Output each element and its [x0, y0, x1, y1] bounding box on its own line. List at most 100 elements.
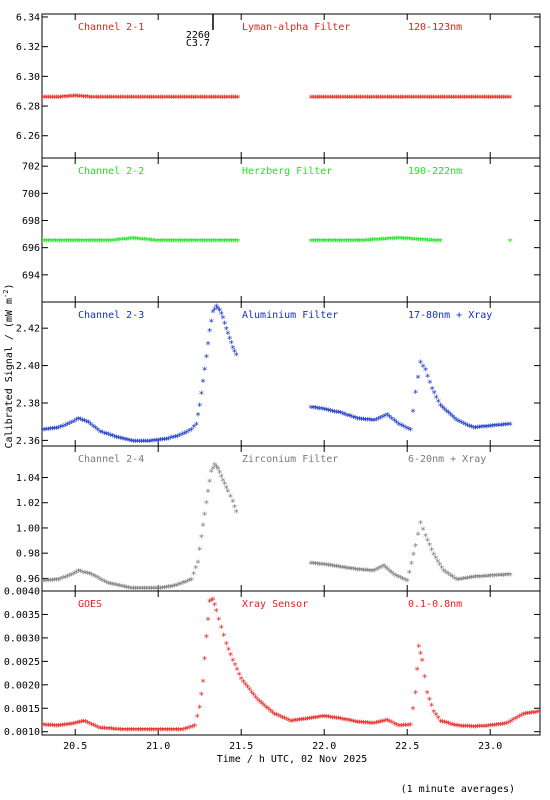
- data-point: *: [213, 463, 219, 474]
- data-point: *: [47, 722, 53, 733]
- data-point: *: [376, 236, 382, 247]
- data-point: *: [90, 237, 96, 248]
- data-point: *: [95, 94, 101, 105]
- data-point: *: [292, 717, 298, 728]
- data-point: *: [494, 422, 500, 433]
- data-point: *: [389, 235, 395, 246]
- data-point: *: [450, 721, 456, 732]
- data-point: *: [439, 564, 445, 575]
- data-point: *: [139, 585, 145, 596]
- data-point: *: [344, 94, 350, 105]
- data-point: *: [219, 94, 225, 105]
- data-point: *: [64, 721, 70, 732]
- data-point: *: [97, 724, 103, 735]
- data-point: *: [39, 721, 45, 732]
- data-point: *: [128, 235, 134, 246]
- data-point: *: [212, 601, 218, 612]
- data-point: *: [130, 585, 136, 596]
- data-point: *: [504, 720, 510, 731]
- data-point: *: [160, 726, 166, 737]
- data-point: *: [81, 417, 87, 428]
- data-point: *: [485, 722, 491, 733]
- data-point: *: [106, 725, 112, 736]
- panel-filter-label: Herzberg Filter: [242, 166, 332, 177]
- data-point: *: [222, 480, 228, 491]
- data-point: *: [448, 411, 454, 422]
- data-point: *: [207, 478, 213, 489]
- data-point: *: [507, 420, 513, 431]
- data-point: *: [321, 237, 327, 248]
- data-point: *: [310, 404, 316, 415]
- data-point: *: [43, 237, 49, 248]
- data-point: *: [462, 420, 468, 431]
- data-point: *: [325, 94, 331, 105]
- data-point: *: [290, 717, 296, 728]
- data-point: *: [323, 94, 329, 105]
- data-point: *: [496, 572, 502, 583]
- data-point: *: [135, 726, 141, 737]
- data-point: *: [269, 709, 275, 720]
- data-point: *: [90, 422, 96, 433]
- data-point: *: [129, 726, 135, 737]
- data-point: *: [405, 235, 411, 246]
- data-point: *: [202, 94, 208, 105]
- data-point: *: [404, 577, 410, 588]
- data-point: *: [180, 94, 186, 105]
- data-point: *: [433, 237, 439, 248]
- data-point: *: [77, 237, 83, 248]
- y-tick-label: 698: [22, 216, 40, 227]
- data-point: *: [481, 94, 487, 105]
- data-point: *: [66, 93, 72, 104]
- data-point: *: [151, 94, 157, 105]
- data-point: *: [168, 237, 174, 248]
- data-point: *: [212, 461, 218, 472]
- data-point: *: [475, 723, 481, 734]
- data-point: *: [186, 427, 192, 438]
- data-point: *: [164, 726, 170, 737]
- data-point: *: [431, 237, 437, 248]
- data-point: *: [395, 573, 401, 584]
- data-point: *: [102, 94, 108, 105]
- data-point: *: [41, 577, 47, 588]
- data-point: *: [144, 585, 150, 596]
- data-point: *: [228, 339, 234, 350]
- data-point: *: [450, 573, 456, 584]
- data-point: *: [41, 94, 47, 105]
- data-point: *: [300, 716, 306, 727]
- data-point: *: [124, 94, 130, 105]
- data-point: *: [346, 565, 352, 576]
- data-point: *: [74, 92, 80, 103]
- data-point: *: [457, 94, 463, 105]
- data-point: *: [166, 94, 172, 105]
- data-point: *: [411, 94, 417, 105]
- data-point: *: [354, 415, 360, 426]
- data-point: *: [331, 94, 337, 105]
- data-point: *: [378, 236, 384, 247]
- data-point: *: [49, 576, 55, 587]
- y-tick-label: 2.38: [16, 398, 40, 409]
- data-point: *: [317, 237, 323, 248]
- data-point: *: [51, 576, 57, 587]
- panel-frame: [41, 445, 541, 592]
- data-point: *: [80, 93, 86, 104]
- data-point: *: [164, 94, 170, 105]
- y-tick-label: 0.0035: [4, 610, 40, 621]
- data-point: *: [350, 717, 356, 728]
- data-point: *: [112, 581, 118, 592]
- data-point: *: [104, 94, 110, 105]
- data-point: *: [133, 726, 139, 737]
- data-point: *: [518, 711, 524, 722]
- data-point: *: [525, 710, 531, 721]
- data-point: *: [359, 415, 365, 426]
- data-point: *: [232, 347, 238, 358]
- data-point: *: [440, 94, 446, 105]
- data-point: *: [375, 565, 381, 576]
- data-point: *: [352, 566, 358, 577]
- data-point: *: [226, 237, 232, 248]
- data-point: *: [382, 412, 388, 423]
- data-point: *: [39, 94, 45, 105]
- data-point: *: [126, 94, 132, 105]
- data-point: *: [153, 585, 159, 596]
- data-point: *: [80, 568, 86, 579]
- data-point: *: [505, 421, 511, 432]
